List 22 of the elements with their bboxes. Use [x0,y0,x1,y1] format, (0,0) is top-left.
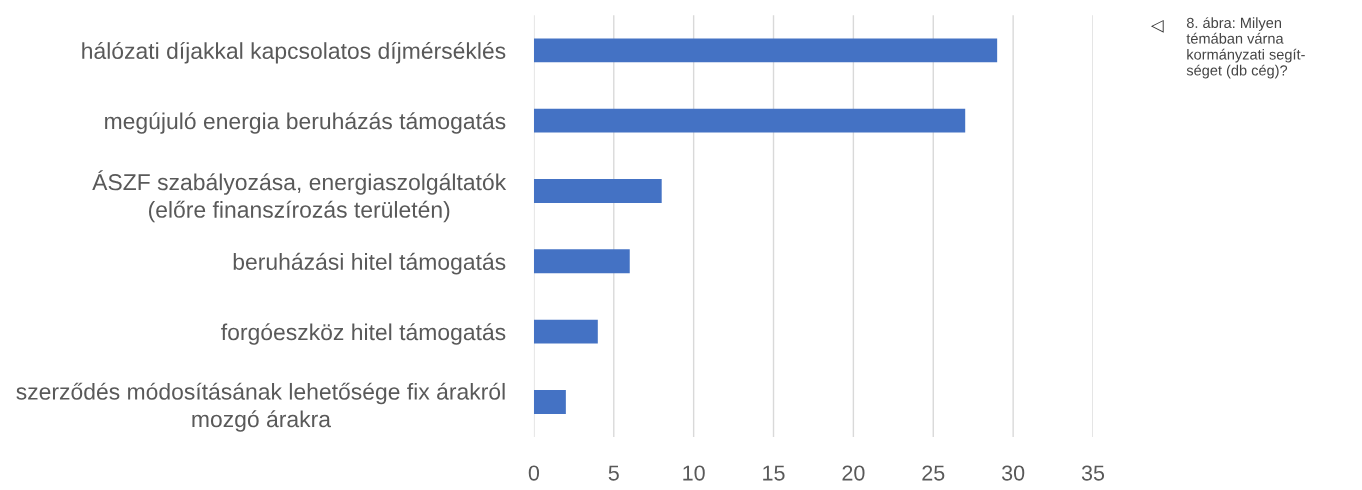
x-tick-label: 0 [528,465,540,481]
y-tick-label: beruházási hitel támogatás [233,252,506,275]
x-tick-label: 30 [1001,465,1025,481]
y-tick-label: hálózati díjakkal kapcsolatos díjmérséklés [82,41,506,64]
y-tick-label: megújuló energia beruházás támogatás [105,112,506,134]
x-tick-label: 5 [608,465,619,481]
bar [533,108,966,133]
text: 8. ábra: Milyen témában várna kormányzati segít- séget (db cég)? [1186,17,1305,79]
bar [533,319,598,344]
bar [533,389,566,414]
y-tick-label: szerződés módosításának lehetősége fix árakról mozgó árakra [16,382,505,432]
text: ◁ [1150,19,1164,33]
x-tick-label: 10 [683,465,705,481]
x-tick-label: 25 [922,465,945,481]
x-tick-label: 15 [763,465,785,481]
y-tick-label: forgóeszköz hitel támogatás [221,323,506,345]
x-tick-label: 20 [842,465,865,481]
x-tick-label: 35 [1081,465,1105,481]
y-tick-label: ÁSZF szabályozása, energiaszolgáltatók (előre finanszírozás területén) [92,170,507,223]
bar [533,249,630,274]
bar [533,38,998,63]
bar [533,179,662,203]
